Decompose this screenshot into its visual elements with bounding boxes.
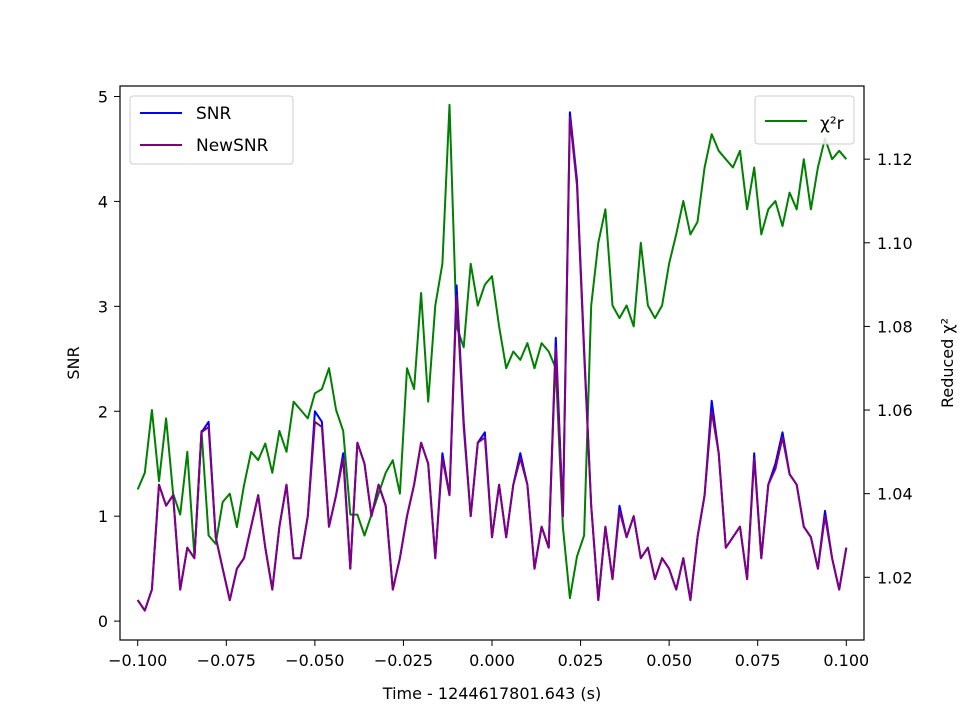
legend-right: χ²r	[754, 95, 855, 145]
plot-frame	[119, 85, 865, 641]
series-line-newsnr	[136, 116, 848, 612]
y-right-tick-label: 1.02	[877, 568, 913, 587]
x-tick-label: −0.025	[374, 651, 433, 670]
legend-label-snr: SNR	[196, 104, 232, 124]
y-right-tick-label: 1.04	[877, 485, 913, 504]
y-left-tick-label: 3	[98, 297, 108, 316]
x-tick-label: 0.050	[646, 651, 692, 670]
legend-label-newsnr: NewSNR	[196, 136, 269, 156]
y-axis-right-label: Reduced χ²	[938, 318, 957, 408]
x-tick-label: −0.075	[197, 651, 256, 670]
x-axis-label: Time - 1244617801.643 (s)	[382, 684, 601, 703]
y-right-tick-label: 1.10	[877, 234, 913, 253]
x-tick-label: −0.050	[285, 651, 344, 670]
y-right-tick-label: 1.12	[877, 150, 913, 169]
y-left-tick-label: 0	[98, 612, 108, 631]
y-left-tick-label: 4	[98, 192, 108, 211]
x-tick-label: −0.100	[108, 651, 167, 670]
y-right-tick-label: 1.06	[877, 401, 913, 420]
y-axis-left-label: SNR	[64, 346, 83, 379]
legend-label-chisq: χ²r	[820, 114, 844, 134]
y-right-tick-label: 1.08	[877, 317, 913, 336]
x-tick-label: 0.100	[823, 651, 869, 670]
x-axis: −0.100 −0.075 −0.050 −0.025 0.000 0.025 0.050 0…	[108, 640, 869, 670]
series-line-chisq	[136, 103, 848, 600]
y-axis-right: 1.02 1.04 1.06 1.08 1.10 1.12	[864, 150, 913, 587]
y-axis-left: 0 1 2 3 4 5	[98, 87, 120, 631]
plot-area	[136, 103, 848, 612]
y-left-tick-label: 1	[98, 507, 108, 526]
x-tick-label: 0.075	[735, 651, 781, 670]
legend-left: SNR NewSNR	[129, 95, 294, 165]
x-tick-label: 0.000	[469, 651, 515, 670]
x-tick-label: 0.025	[558, 651, 604, 670]
y-left-tick-label: 5	[98, 87, 108, 106]
y-left-tick-label: 2	[98, 402, 108, 421]
